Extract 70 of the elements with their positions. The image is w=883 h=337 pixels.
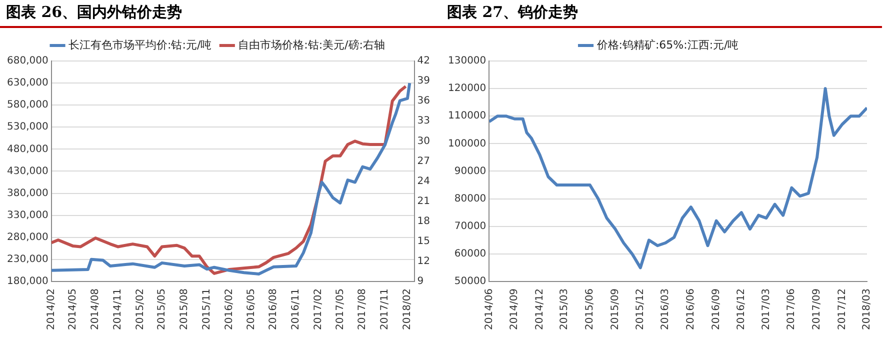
x-tick-label: 2016/12 (736, 288, 748, 330)
x-tick-label: 2016/02 (224, 288, 235, 330)
y2-tick-label: 30 (417, 136, 430, 147)
x-tick-label: 2018/03 (862, 288, 873, 330)
y-tick-label: 70000 (454, 220, 486, 232)
x-tick-label: 2016/09 (710, 288, 722, 330)
y-tick-label: 180,000 (6, 276, 48, 288)
x-tick-label: 2014/08 (90, 288, 102, 330)
x-tick-label: 2017/02 (313, 288, 324, 330)
x-tick-label: 2017/03 (760, 288, 772, 330)
x-tick-label: 2017/09 (812, 288, 823, 330)
y2-tick-label: 39 (417, 76, 430, 87)
x-tick-label: 2015/06 (584, 288, 596, 330)
x-tick-label: 2017/05 (334, 288, 346, 330)
y2-tick-label: 18 (417, 216, 430, 227)
y-tick-label: 430,000 (6, 166, 48, 177)
x-tick-label: 2016/06 (686, 288, 697, 330)
y-tick-label: 120000 (448, 83, 486, 94)
x-tick-label: 2017/06 (786, 288, 798, 330)
x-tick-label: 2015/12 (635, 288, 646, 330)
x-tick-label: 2017/11 (380, 288, 391, 330)
x-tick-label: 2015/08 (179, 288, 190, 330)
x-tick-label: 2016/11 (290, 288, 302, 330)
x-tick-label: 2015/02 (134, 288, 146, 330)
chart-title: 图表 27、钨价走势 (441, 0, 882, 28)
y-tick-label: 580,000 (6, 100, 48, 111)
x-tick-label: 2015/05 (156, 288, 168, 330)
y2-tick-label: 9 (417, 276, 424, 288)
y-tick-label: 530,000 (6, 122, 48, 133)
x-tick-label: 2014/02 (46, 288, 57, 330)
y2-tick-label: 12 (417, 256, 430, 268)
x-tick-label: 2014/11 (112, 288, 124, 330)
y-tick-label: 130000 (448, 56, 486, 67)
x-tick-label: 2014/05 (68, 288, 79, 330)
legend-label: 长江有色市场平均价:钴:元/吨 (68, 38, 212, 52)
y2-tick-label: 42 (417, 56, 430, 67)
y-tick-label: 630,000 (6, 78, 48, 89)
x-tick-label: 2014/06 (484, 288, 495, 330)
y2-tick-label: 33 (417, 116, 430, 127)
y-tick-label: 80000 (454, 193, 486, 204)
x-tick-label: 2017/12 (836, 288, 848, 330)
y-tick-label: 90000 (454, 166, 486, 177)
x-tick-label: 2016/08 (268, 288, 280, 330)
y-tick-label: 50000 (454, 276, 486, 288)
y2-tick-label: 27 (417, 156, 430, 167)
x-tick-label: 2014/12 (534, 288, 546, 330)
x-tick-label: 2014/09 (509, 288, 520, 330)
x-tick-label: 2015/03 (559, 288, 570, 330)
y2-tick-label: 24 (417, 176, 430, 187)
x-tick-label: 2016/05 (246, 288, 257, 330)
y2-tick-label: 36 (417, 96, 430, 107)
y-tick-label: 100000 (448, 138, 486, 150)
x-tick-label: 2018/02 (402, 288, 414, 330)
y2-tick-label: 15 (417, 236, 430, 247)
y-tick-label: 480,000 (6, 144, 48, 155)
x-tick-label: 2016/03 (660, 288, 672, 330)
x-tick-label: 2017/08 (357, 288, 368, 330)
chart-title: 图表 26、国内外钴价走势 (0, 0, 441, 28)
legend-label: 自由市场价格:钴:美元/磅:右轴 (238, 38, 385, 52)
x-tick-label: 2015/09 (610, 288, 621, 330)
y-tick-label: 230,000 (6, 254, 48, 266)
y-tick-label: 680,000 (6, 56, 48, 67)
x-tick-label: 2015/11 (201, 288, 212, 330)
y-tick-label: 60000 (454, 248, 486, 260)
legend-label: 价格:钨精矿:65%:江西:元/吨 (596, 38, 739, 52)
y-tick-label: 330,000 (6, 210, 48, 221)
y-tick-label: 280,000 (6, 232, 48, 243)
y-tick-label: 380,000 (6, 188, 48, 199)
y-tick-label: 110000 (448, 110, 486, 122)
y2-tick-label: 21 (417, 196, 430, 207)
